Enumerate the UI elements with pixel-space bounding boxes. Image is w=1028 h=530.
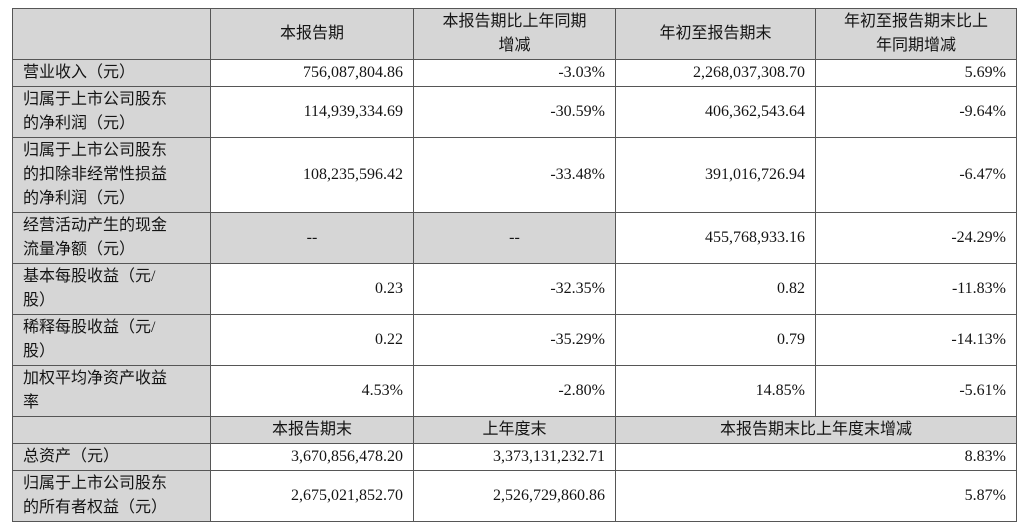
ytd-yoy-change-value: -24.29% [815,212,1017,264]
yoy-change-value: -33.48% [413,137,616,213]
ytd-value: 391,016,726.94 [615,137,816,213]
ytd-yoy-change-value: -11.83% [815,263,1017,315]
ytd-value: 14.85% [615,365,816,417]
ytd-value: 2,268,037,308.70 [615,59,816,87]
ytd-yoy-change-value: -14.13% [815,314,1017,366]
change-vs-prev-year-end-value: 8.83% [615,443,1017,471]
header-current-period-yoy: 本报告期比上年同期增减 [413,8,616,60]
yoy-change-value: -30.59% [413,86,616,138]
current-period-value: 114,939,334.69 [210,86,414,138]
ytd-yoy-change-value: -5.61% [815,365,1017,417]
prev-year-end-value: 2,526,729,860.86 [413,470,616,522]
current-period-value: 0.22 [210,314,414,366]
table-header-row-period: 本报告期 本报告期比上年同期增减 年初至报告期末 年初至报告期末比上年同期增减 [12,8,1017,60]
header-ytd: 年初至报告期末 [615,8,816,60]
table-row-revenue: 营业收入（元） 756,087,804.86 -3.03% 2,268,037,… [12,59,1017,87]
table-row-net-profit: 归属于上市公司股东的净利润（元） 114,939,334.69 -30.59% … [12,86,1017,138]
metric-label: 基本每股收益（元/股） [12,263,211,315]
table-row-basic-eps: 基本每股收益（元/股） 0.23 -32.35% 0.82 -11.83% [12,263,1017,315]
financial-summary-table: 本报告期 本报告期比上年同期增减 年初至报告期末 年初至报告期末比上年同期增减 … [12,8,1017,522]
period-end-value: 2,675,021,852.70 [210,470,414,522]
yoy-change-value: -2.80% [413,365,616,417]
change-vs-prev-year-end-value: 5.87% [615,470,1017,522]
period-end-value: 3,670,856,478.20 [210,443,414,471]
prev-year-end-value: 3,373,131,232.71 [413,443,616,471]
metric-column-header [12,416,211,444]
table-row-weighted-avg-roe: 加权平均净资产收益率 4.53% -2.80% 14.85% -5.61% [12,365,1017,417]
ytd-yoy-change-value: -6.47% [815,137,1017,213]
header-period-end: 本报告期末 [210,416,414,444]
metric-label: 归属于上市公司股东的净利润（元） [12,86,211,138]
metric-label: 营业收入（元） [12,59,211,87]
yoy-change-value-na: -- [413,212,616,264]
table-row-net-profit-excl-nonrecurring: 归属于上市公司股东的扣除非经常性损益的净利润（元） 108,235,596.42… [12,137,1017,213]
metric-label: 加权平均净资产收益率 [12,365,211,417]
metric-label: 归属于上市公司股东的所有者权益（元） [12,470,211,522]
ytd-yoy-change-value: 5.69% [815,59,1017,87]
ytd-value: 0.79 [615,314,816,366]
metric-label: 经营活动产生的现金流量净额（元） [12,212,211,264]
ytd-value: 0.82 [615,263,816,315]
current-period-value: 756,087,804.86 [210,59,414,87]
table-row-diluted-eps: 稀释每股收益（元/股） 0.22 -35.29% 0.79 -14.13% [12,314,1017,366]
metric-label: 总资产（元） [12,443,211,471]
current-period-value: 0.23 [210,263,414,315]
table-row-operating-cash-flow: 经营活动产生的现金流量净额（元） -- -- 455,768,933.16 -2… [12,212,1017,264]
table-header-row-period-end: 本报告期末 上年度末 本报告期末比上年度末增减 [12,416,1017,444]
header-ytd-yoy: 年初至报告期末比上年同期增减 [815,8,1017,60]
ytd-yoy-change-value: -9.64% [815,86,1017,138]
current-period-value: 108,235,596.42 [210,137,414,213]
yoy-change-value: -3.03% [413,59,616,87]
table-row-total-assets: 总资产（元） 3,670,856,478.20 3,373,131,232.71… [12,443,1017,471]
metric-column-header [12,8,211,60]
ytd-value: 455,768,933.16 [615,212,816,264]
metric-label: 归属于上市公司股东的扣除非经常性损益的净利润（元） [12,137,211,213]
header-change-vs-prev-year-end: 本报告期末比上年度末增减 [615,416,1017,444]
header-current-period: 本报告期 [210,8,414,60]
metric-label: 稀释每股收益（元/股） [12,314,211,366]
yoy-change-value: -35.29% [413,314,616,366]
yoy-change-value: -32.35% [413,263,616,315]
current-period-value-na: -- [210,212,414,264]
header-prev-year-end: 上年度末 [413,416,616,444]
current-period-value: 4.53% [210,365,414,417]
ytd-value: 406,362,543.64 [615,86,816,138]
table-row-shareholders-equity: 归属于上市公司股东的所有者权益（元） 2,675,021,852.70 2,52… [12,470,1017,522]
